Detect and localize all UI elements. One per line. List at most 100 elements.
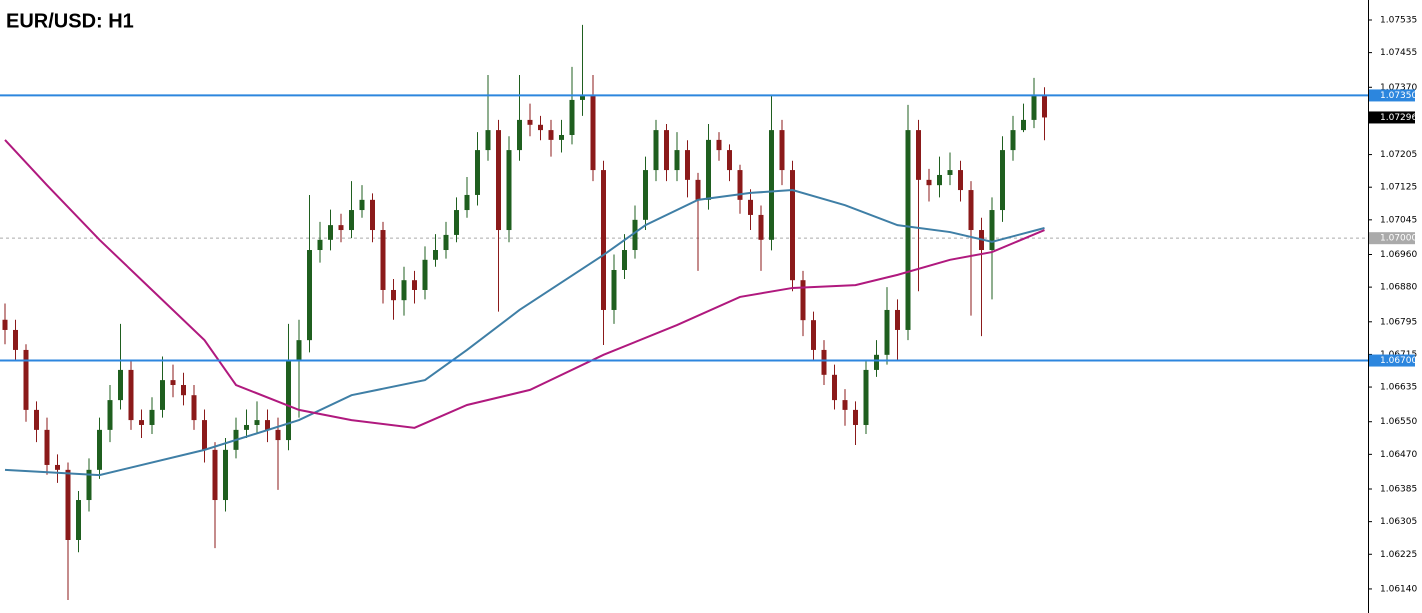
candle-body bbox=[548, 130, 554, 140]
y-tick-label: 1.07370 bbox=[1380, 83, 1417, 93]
candle-body bbox=[212, 449, 218, 501]
y-tick-label: 1.06305 bbox=[1380, 517, 1417, 527]
candle-body bbox=[422, 259, 428, 290]
candle-body bbox=[454, 210, 459, 235]
candle-body bbox=[737, 170, 743, 200]
candle-body bbox=[44, 429, 50, 465]
candle-body bbox=[559, 134, 564, 140]
candle-body bbox=[874, 354, 879, 370]
candle-body bbox=[674, 150, 680, 171]
candle-body bbox=[244, 424, 249, 430]
price-label-box bbox=[1369, 111, 1415, 124]
candle-body bbox=[380, 230, 386, 290]
candle-body bbox=[443, 234, 449, 251]
candle-body bbox=[86, 469, 92, 501]
price-label: 1.07350 bbox=[1380, 91, 1417, 101]
y-tick-label: 1.06880 bbox=[1380, 283, 1417, 293]
y-tick-label: 1.07125 bbox=[1380, 183, 1417, 193]
candle-body bbox=[65, 469, 71, 540]
candle-body bbox=[601, 170, 606, 310]
candle-body bbox=[727, 150, 732, 171]
candle-body bbox=[160, 380, 165, 410]
candle-body bbox=[968, 190, 974, 231]
candle-body bbox=[1010, 130, 1016, 151]
candle-body bbox=[580, 95, 585, 100]
candle-body bbox=[748, 199, 753, 215]
candle-body bbox=[13, 329, 18, 350]
candle-body bbox=[569, 99, 575, 135]
candle-body bbox=[118, 369, 123, 401]
candle-body bbox=[611, 269, 617, 310]
candle-body bbox=[275, 429, 281, 441]
candle-body bbox=[202, 420, 207, 450]
y-tick-label: 1.07535 bbox=[1380, 15, 1417, 25]
candle-body bbox=[821, 349, 827, 375]
price-label-box bbox=[1369, 89, 1415, 102]
candle-body bbox=[863, 369, 869, 425]
candle-body bbox=[391, 289, 396, 301]
candle-body bbox=[517, 119, 522, 151]
candle-body bbox=[653, 130, 659, 171]
candle-body bbox=[170, 380, 176, 386]
candle-body bbox=[76, 500, 81, 540]
candle-body bbox=[538, 124, 543, 131]
candle-body bbox=[758, 214, 764, 240]
candle-body bbox=[370, 199, 375, 231]
candle-body bbox=[643, 170, 648, 220]
candle-body bbox=[527, 119, 533, 125]
candle-body bbox=[359, 199, 365, 211]
candle-body bbox=[97, 429, 102, 470]
candle-body bbox=[139, 420, 144, 425]
candle-body bbox=[496, 130, 501, 231]
candle-body bbox=[181, 385, 186, 396]
candle-body bbox=[23, 349, 29, 410]
candle-body bbox=[706, 139, 711, 200]
candle-body bbox=[412, 280, 417, 290]
candle-body bbox=[254, 420, 260, 425]
candle-body bbox=[191, 395, 197, 421]
y-tick-label: 1.07455 bbox=[1380, 48, 1417, 58]
candle-body bbox=[769, 130, 774, 240]
candle-body bbox=[464, 194, 470, 211]
candle-body bbox=[349, 210, 354, 231]
y-tick-label: 1.06470 bbox=[1380, 450, 1417, 460]
y-tick-label: 1.07045 bbox=[1380, 215, 1417, 225]
chart-title: EUR/USD: H1 bbox=[6, 10, 134, 32]
candle-body bbox=[55, 464, 60, 470]
candle-body bbox=[695, 179, 701, 200]
candle-body bbox=[916, 130, 921, 180]
candle-body bbox=[328, 225, 333, 240]
y-tick-label: 1.06550 bbox=[1380, 417, 1417, 427]
y-tick-label: 1.06140 bbox=[1380, 584, 1417, 594]
y-tick-label: 1.06635 bbox=[1380, 383, 1417, 393]
candle-body bbox=[506, 150, 512, 231]
candle-body bbox=[307, 250, 312, 341]
candle-body bbox=[149, 409, 155, 425]
candle-body bbox=[947, 170, 953, 175]
candle-body bbox=[1031, 95, 1037, 120]
y-tick-label: 1.06385 bbox=[1380, 485, 1417, 495]
candle-body bbox=[265, 420, 270, 430]
candle-body bbox=[926, 179, 932, 186]
price-label: 1.07296 bbox=[1380, 113, 1417, 123]
candle-body bbox=[1042, 95, 1047, 118]
candle-body bbox=[716, 139, 722, 151]
price-label: 1.06700 bbox=[1380, 356, 1417, 366]
candle-body bbox=[685, 150, 690, 180]
candle-body bbox=[884, 309, 890, 355]
candle-body bbox=[338, 225, 344, 231]
candle-body bbox=[2, 319, 8, 330]
candle-body bbox=[622, 250, 627, 270]
candle-body bbox=[989, 210, 995, 251]
candle-body bbox=[401, 280, 407, 301]
candle-body bbox=[779, 130, 785, 171]
candle-body bbox=[800, 280, 806, 321]
candle-body bbox=[223, 449, 228, 501]
moving-average bbox=[4, 139, 1045, 429]
candle-body bbox=[34, 409, 39, 430]
y-tick-label: 1.06960 bbox=[1380, 250, 1417, 260]
y-tick-label: 1.06225 bbox=[1380, 550, 1417, 560]
